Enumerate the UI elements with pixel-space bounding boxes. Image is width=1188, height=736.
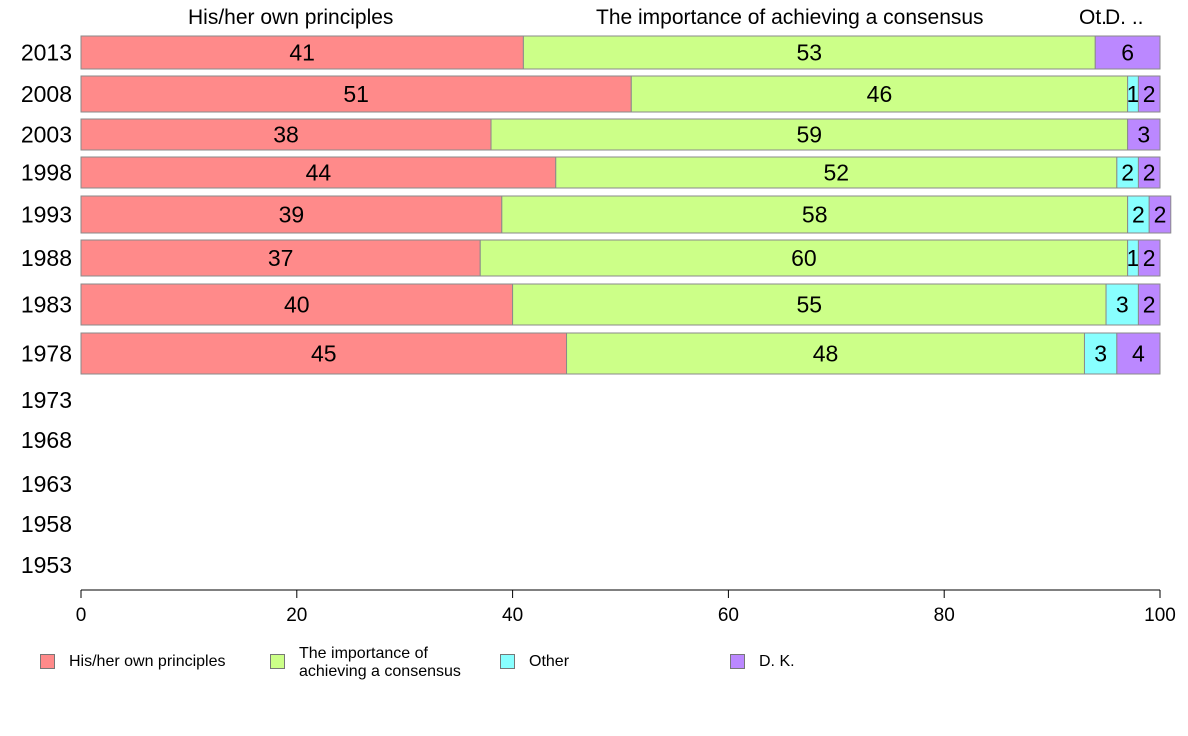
bar-value-label: 38 — [273, 122, 299, 148]
bar-segment — [630, 75, 1129, 113]
bar-value-label: 6 — [1121, 40, 1134, 66]
bar-value-label: 1 — [1127, 81, 1140, 107]
bar-value-label: 51 — [343, 81, 369, 107]
x-tick-label: 20 — [286, 605, 307, 626]
bar-segment — [512, 283, 1107, 326]
year-label: 2013 — [21, 40, 72, 66]
bar-value-label: 2 — [1143, 245, 1156, 271]
bar-value-label: 58 — [802, 202, 828, 228]
bar-segment — [555, 156, 1118, 189]
bar-segment — [1083, 332, 1118, 375]
bar-value-label: 46 — [867, 81, 893, 107]
bar-segment — [1116, 332, 1161, 375]
year-label: 1963 — [21, 471, 72, 497]
year-labels: 2013 2008 2003 1998 1993 1988 1983 1978 1973 1968… — [21, 40, 72, 579]
bar-value-label: 44 — [306, 160, 332, 186]
legend-item: Other — [500, 645, 569, 671]
legend-swatch — [40, 654, 55, 669]
bar-segment — [1127, 118, 1161, 151]
year-label: 1968 — [21, 427, 72, 453]
x-tick-label: 40 — [502, 605, 523, 626]
bar-segment — [80, 75, 632, 113]
bar-segment — [1137, 283, 1161, 326]
bar-value-label: 48 — [813, 341, 839, 367]
bar-segment — [1105, 283, 1139, 326]
legend-item: His/her own principles — [40, 645, 226, 671]
bar-value-label: 3 — [1137, 122, 1150, 148]
year-label: 1988 — [21, 245, 72, 271]
x-tick-label: 80 — [934, 605, 955, 626]
bar-value-label: 3 — [1116, 292, 1129, 318]
bar-segment — [80, 283, 514, 326]
bar-segment — [501, 195, 1129, 234]
legend-item: D. K. — [730, 645, 795, 671]
bar-value-label: 39 — [279, 202, 305, 228]
year-label: 2003 — [21, 122, 72, 148]
year-label: 1958 — [21, 511, 72, 537]
bar-value-label: 3 — [1094, 341, 1107, 367]
bar-value-label: 59 — [797, 122, 823, 148]
bar-value-label: 2 — [1143, 160, 1156, 186]
legend: His/her own principles The importance of a… — [0, 645, 1188, 695]
column-header-dk: D. .. — [1105, 6, 1144, 29]
bar-segment — [1094, 35, 1161, 70]
year-label: 1998 — [21, 160, 72, 186]
bar-value-label: 55 — [797, 292, 823, 318]
year-label: 1993 — [21, 202, 72, 228]
legend-label: The importance of achieving a consensus — [299, 645, 461, 680]
bar-value-label: 37 — [268, 245, 294, 271]
year-label: 1983 — [21, 292, 72, 318]
bar-segment — [80, 118, 492, 151]
x-tick-label: 0 — [76, 605, 87, 626]
legend-swatch — [730, 654, 745, 669]
column-header-other: Ot. — [1079, 6, 1108, 29]
legend-label: Other — [529, 653, 570, 670]
bar-segment — [1148, 195, 1172, 234]
legend-swatch — [500, 654, 515, 669]
year-label: 1953 — [21, 552, 72, 578]
x-tick-label: 60 — [718, 605, 739, 626]
x-axis: 0 20 40 60 80 100 — [76, 589, 1176, 626]
legend-label: D. K. — [759, 653, 795, 670]
bar-value-label: 2 — [1132, 202, 1145, 228]
bar-value-label: 41 — [289, 40, 315, 66]
bar-value-label: 45 — [311, 341, 337, 367]
bar-value-label: 60 — [791, 245, 817, 271]
bar-segment — [479, 239, 1129, 277]
bar-segment — [490, 118, 1129, 151]
bar-segment — [1137, 156, 1161, 189]
bar-segment — [80, 35, 524, 70]
bar-segment — [80, 239, 481, 277]
bar-value-label: 4 — [1132, 341, 1145, 367]
bar-value-label: 2 — [1121, 160, 1134, 186]
stacked-bar-chart: 41 53 651 46 1 238 59 344 52 2 239 58 2 237 60 1 240 55 3 2… — [21, 35, 1176, 626]
bar-value-label: 52 — [824, 160, 850, 186]
year-label: 2008 — [21, 81, 72, 107]
bar-segment — [80, 195, 503, 234]
x-tick-label: 100 — [1144, 605, 1176, 626]
year-label: 1978 — [21, 341, 72, 367]
column-header-consensus: The importance of achieving a consensus — [596, 6, 984, 29]
bar-value-label: 1 — [1127, 245, 1140, 271]
bar-segment — [80, 332, 568, 375]
bar-value-label: 40 — [284, 292, 310, 318]
bar-value-label: 2 — [1154, 202, 1167, 228]
column-header-principles: His/her own principles — [188, 6, 394, 29]
bar-segment — [1137, 239, 1161, 277]
bars-layer: 41 53 651 46 1 238 59 344 52 2 239 58 2 237 60 1 240 55 3 2… — [80, 35, 1172, 375]
legend-swatch — [270, 654, 285, 669]
bar-value-label: 2 — [1143, 292, 1156, 318]
year-label: 1973 — [21, 387, 72, 413]
bar-value-label: 53 — [797, 40, 823, 66]
bar-segment — [522, 35, 1096, 70]
bar-segment — [80, 156, 557, 189]
legend-label: His/her own principles — [69, 653, 226, 670]
legend-item: The importance of achieving a consensus — [270, 645, 461, 681]
bar-segment — [566, 332, 1085, 375]
bar-segment — [1137, 75, 1161, 113]
bar-value-label: 2 — [1143, 81, 1156, 107]
